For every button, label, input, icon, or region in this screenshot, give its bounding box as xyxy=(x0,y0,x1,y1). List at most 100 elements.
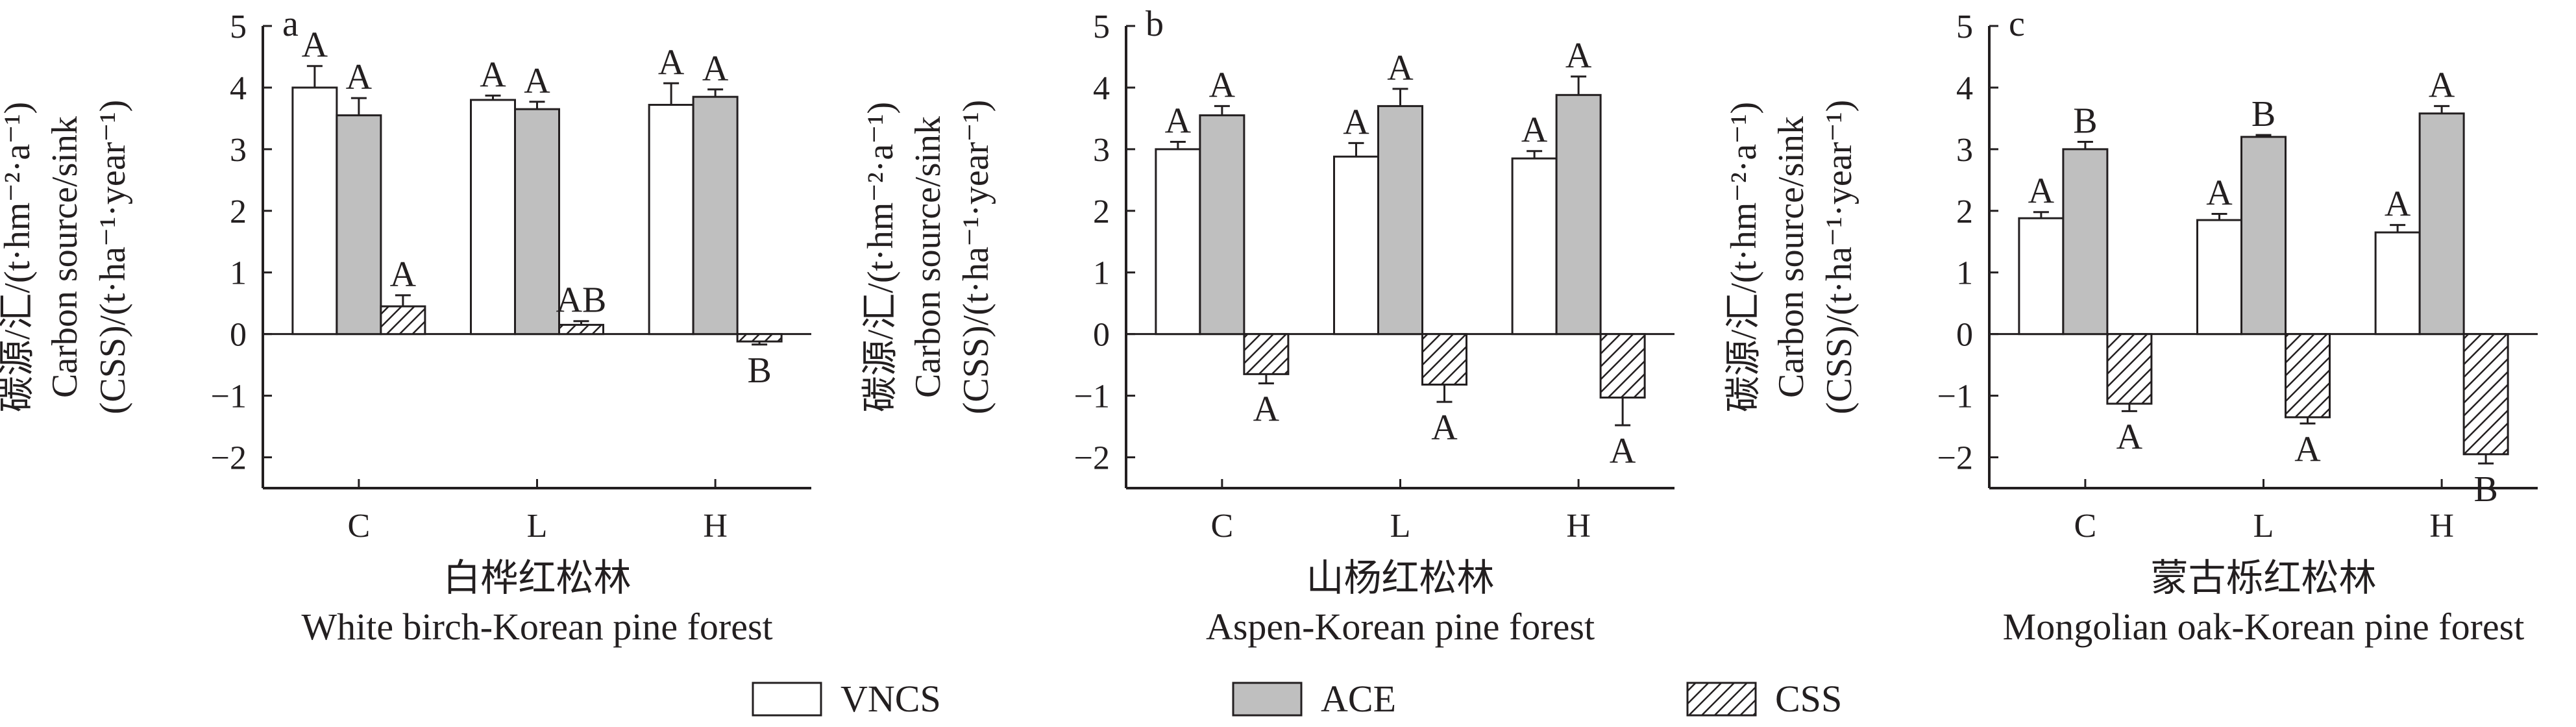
y-tick-label: 3 xyxy=(1093,132,1110,169)
x-tick-label: C xyxy=(348,508,371,545)
y-axis-label: Carbon source/sink xyxy=(45,116,85,398)
bar-css xyxy=(1599,333,1646,399)
bar-ace xyxy=(1377,105,1423,336)
legend-swatch-vncs xyxy=(752,682,822,717)
x-tick-label: L xyxy=(1390,508,1411,545)
significance-label: A xyxy=(1209,65,1236,105)
bar-css xyxy=(736,333,783,343)
significance-label: A xyxy=(480,55,506,95)
legend-swatch-css xyxy=(1686,682,1757,717)
bar-ace xyxy=(2062,148,2109,336)
y-axis-label: 碳源/汇/(t·hm⁻²·a⁻¹) xyxy=(861,102,901,412)
significance-label: A xyxy=(524,61,550,101)
bar-ace xyxy=(2418,112,2465,336)
significance-label: B xyxy=(2251,94,2275,134)
bar-vncs xyxy=(2018,217,2065,336)
y-axis-label: (CSS)/(t·ha⁻¹·year⁻¹) xyxy=(93,100,133,415)
y-tick-label: 0 xyxy=(1093,317,1110,354)
bar-ace xyxy=(336,114,382,336)
y-tick-label: 0 xyxy=(230,317,247,354)
significance-label: A xyxy=(1387,48,1414,88)
significance-label: A xyxy=(2385,184,2411,225)
y-tick-label: 1 xyxy=(1093,255,1110,292)
chart-panel-b: 543210−1−2bCAAALAAAHAAA山杨红松林Aspen-Korean… xyxy=(861,4,1674,648)
y-tick-label: 2 xyxy=(1093,193,1110,230)
x-tick-label: C xyxy=(1211,508,1234,545)
significance-label: A xyxy=(1431,408,1458,448)
y-tick-label: 4 xyxy=(230,70,247,107)
y-axis-label: Carbon source/sink xyxy=(1771,116,1811,398)
bar-css xyxy=(2285,333,2331,419)
significance-label: A xyxy=(1565,36,1592,76)
y-axis-label: Carbon source/sink xyxy=(908,116,948,398)
legend-label: ACE xyxy=(1321,678,1396,720)
x-axis-label-cn: 山杨红松林 xyxy=(1306,557,1494,599)
bar-vncs xyxy=(2374,231,2421,336)
significance-label: A xyxy=(1610,431,1636,471)
bar-ace xyxy=(2240,136,2287,336)
significance-label: A xyxy=(2116,417,2143,457)
y-tick-label: 1 xyxy=(1956,255,1973,292)
x-axis-label-cn: 白桦红松林 xyxy=(443,557,631,599)
x-axis-label-en: White birch-Korean pine forest xyxy=(301,606,772,648)
significance-label: A xyxy=(1521,110,1548,151)
bar-vncs xyxy=(1511,157,1558,336)
y-tick-label: 1 xyxy=(230,255,247,292)
x-axis-label-en: Mongolian oak-Korean pine forest xyxy=(2003,606,2525,648)
y-tick-label: −1 xyxy=(1074,378,1110,415)
bar-vncs xyxy=(648,104,694,336)
bar-vncs xyxy=(291,86,338,336)
bar-vncs xyxy=(470,99,516,336)
y-tick-label: −2 xyxy=(1937,440,1973,477)
significance-label: A xyxy=(390,254,417,295)
bar-css xyxy=(380,305,426,336)
y-tick-label: −1 xyxy=(211,378,247,415)
panel-letter: a xyxy=(282,4,299,44)
x-tick-label: H xyxy=(1566,508,1591,545)
bar-css xyxy=(1421,333,1467,386)
y-tick-label: 2 xyxy=(1956,193,1973,230)
x-tick-label: C xyxy=(2074,508,2097,545)
bar-vncs xyxy=(1155,148,1201,336)
y-axis-label: (CSS)/(t·ha⁻¹·year⁻¹) xyxy=(1819,100,1859,415)
bar-vncs xyxy=(2196,219,2242,336)
significance-label: A xyxy=(1343,102,1369,142)
y-tick-label: 4 xyxy=(1093,70,1110,107)
significance-label: A xyxy=(702,49,729,89)
significance-label: A xyxy=(2206,173,2233,214)
significance-label: A xyxy=(1165,101,1192,141)
panel-letter: c xyxy=(2009,4,2025,44)
y-tick-label: −2 xyxy=(1074,440,1110,477)
y-tick-label: 5 xyxy=(230,8,247,45)
y-tick-label: 4 xyxy=(1956,70,1973,107)
x-tick-label: L xyxy=(527,508,548,545)
bar-css xyxy=(2462,333,2509,456)
x-tick-label: H xyxy=(2429,508,2454,545)
significance-label: A xyxy=(346,57,373,97)
y-tick-label: 3 xyxy=(1956,132,1973,169)
bar-css xyxy=(1243,333,1290,375)
significance-label: B xyxy=(2073,101,2097,141)
legend-label: CSS xyxy=(1775,678,1842,720)
x-axis-label-en: Aspen-Korean pine forest xyxy=(1206,606,1595,648)
y-axis-label: (CSS)/(t·ha⁻¹·year⁻¹) xyxy=(956,100,996,415)
bar-ace xyxy=(1199,114,1245,336)
x-tick-label: L xyxy=(2253,508,2274,545)
significance-label: AB xyxy=(556,280,607,321)
bar-vncs xyxy=(1333,155,1379,336)
y-tick-label: 5 xyxy=(1093,8,1110,45)
y-tick-label: −1 xyxy=(1937,378,1973,415)
legend-swatch-ace xyxy=(1232,682,1303,717)
significance-label: B xyxy=(747,351,771,391)
y-tick-label: 3 xyxy=(230,132,247,169)
y-axis-label: 碳源/汇/(t·hm⁻²·a⁻¹) xyxy=(1724,102,1764,412)
y-tick-label: 0 xyxy=(1956,317,1973,354)
bar-ace xyxy=(692,95,739,336)
y-axis-label: 碳源/汇/(t·hm⁻²·a⁻¹) xyxy=(0,102,38,412)
significance-label: A xyxy=(1253,389,1280,430)
x-tick-label: H xyxy=(703,508,728,545)
